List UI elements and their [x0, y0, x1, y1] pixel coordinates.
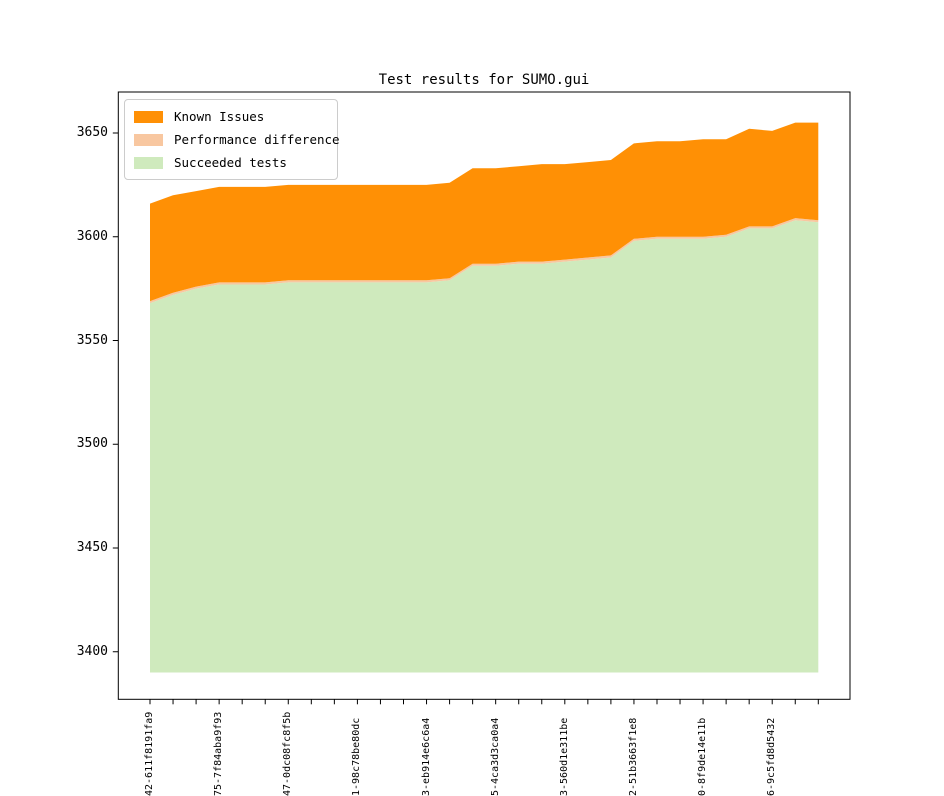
legend-swatch-succeeded-tests: [134, 156, 163, 169]
legend-item-known-issues: Known Issues: [134, 105, 337, 128]
x-tick-label: 1-98c78be80dc: [351, 717, 363, 796]
legend-item-succeeded-tests: Succeeded tests: [134, 151, 337, 174]
axes-frame: [117, 91, 851, 700]
x-tick-label: 2-51b3663f1e8: [627, 717, 639, 796]
area-known-issues: [150, 122, 819, 302]
y-tick-label: 3600: [76, 228, 108, 244]
x-tick-label: 6-9c5fd8d5432: [766, 717, 778, 796]
legend-label: Succeeded tests: [174, 155, 287, 170]
area-succeeded-tests: [150, 220, 819, 673]
legend-swatch-performance-difference: [134, 133, 163, 146]
x-tick-label: 47-0dc08fc8f5b: [282, 711, 294, 796]
y-tick-label: 3450: [76, 540, 108, 555]
legend-swatch-known-issues: [134, 110, 163, 123]
x-tick-label: 3-eb914e6c6a4: [420, 717, 432, 796]
area-performance-difference: [150, 218, 819, 304]
x-tick-label: 42-611f8191fa9: [144, 711, 155, 796]
legend-label: Known Issues: [174, 109, 265, 124]
chart-title: Test results for SUMO.gui: [378, 72, 590, 88]
x-tick-label: 75-7f84aba9f93: [213, 711, 225, 796]
legend-label: Performance difference: [174, 132, 340, 147]
y-tick-label: 3400: [76, 643, 108, 659]
y-tick-label: 3650: [76, 125, 108, 140]
y-tick-label: 3550: [76, 332, 108, 348]
y-tick-label: 3500: [76, 436, 108, 452]
legend-item-performance-difference: Performance difference: [134, 128, 340, 151]
x-tick-label: 0-8f9de14e11b: [697, 717, 709, 796]
x-tick-label: 5-4ca3d3ca0a4: [489, 717, 501, 796]
legend: Known Issues Performance difference Succee…: [124, 99, 340, 180]
x-tick-label: 3-560d1e311be: [558, 717, 570, 796]
